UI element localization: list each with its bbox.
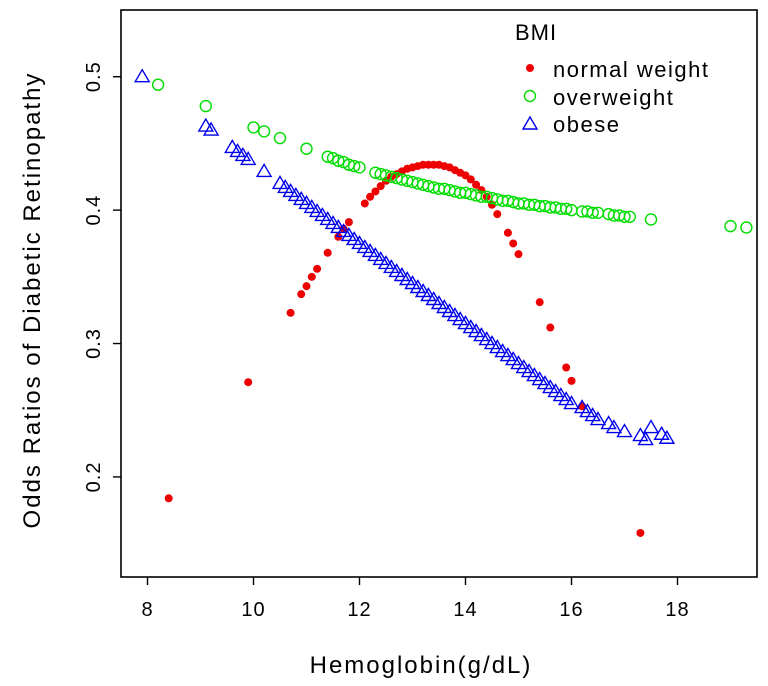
x-axis-title: Hemoglobin(g/dL) xyxy=(310,652,533,679)
x-tick-label: 14 xyxy=(453,599,477,621)
point-overweight xyxy=(247,121,260,134)
x-tick-label: 12 xyxy=(347,599,371,621)
point-normal-weight xyxy=(344,218,353,227)
point-obese xyxy=(605,419,623,434)
x-tick-label: 8 xyxy=(141,599,153,621)
point-normal-weight xyxy=(466,175,475,184)
point-normal-weight xyxy=(376,182,385,191)
point-normal-weight xyxy=(503,228,512,237)
point-obese xyxy=(133,68,151,83)
point-normal-weight xyxy=(567,376,576,385)
x-tick-label: 18 xyxy=(665,599,689,621)
point-normal-weight xyxy=(509,239,518,248)
legend: BMI normal weight overweight obese xyxy=(515,20,709,137)
point-obese xyxy=(637,431,654,446)
point-obese xyxy=(658,429,676,444)
x-tick-label: 16 xyxy=(559,599,583,621)
point-normal-weight xyxy=(286,308,295,317)
point-overweight xyxy=(644,213,658,226)
point-overweight xyxy=(332,154,345,167)
legend-title: BMI xyxy=(515,20,557,45)
point-overweight xyxy=(257,125,271,138)
point-normal-weight xyxy=(562,363,571,372)
legend-label-overweight: overweight xyxy=(553,85,674,110)
point-normal-weight xyxy=(535,298,544,307)
y-tick-label: 0.5 xyxy=(83,61,105,92)
legend-label-obese: obese xyxy=(553,112,620,137)
point-obese xyxy=(239,151,257,166)
point-overweight xyxy=(353,161,366,174)
point-overweight xyxy=(348,159,361,173)
plot-frame xyxy=(120,9,758,578)
point-normal-weight xyxy=(244,378,253,387)
point-obese xyxy=(589,411,607,426)
x-tick-label: 10 xyxy=(241,599,265,621)
point-normal-weight xyxy=(472,180,481,189)
point-normal-weight xyxy=(164,494,173,503)
point-overweight xyxy=(724,219,737,233)
point-obese xyxy=(255,163,273,178)
point-normal-weight xyxy=(366,192,375,201)
point-normal-weight xyxy=(371,187,380,196)
y-axis: 0.2 0.3 0.4 0.5 xyxy=(83,61,121,492)
point-overweight xyxy=(560,202,573,215)
point-obese xyxy=(616,423,633,438)
point-normal-weight xyxy=(297,290,306,299)
legend-marker-normal-weight xyxy=(526,64,534,72)
point-obese xyxy=(563,395,580,410)
point-overweight xyxy=(586,206,599,219)
point-normal-weight xyxy=(360,199,369,208)
legend-label-normal-weight: normal weight xyxy=(553,57,709,82)
point-overweight xyxy=(273,131,287,145)
y-tick-label: 0.3 xyxy=(83,328,105,359)
x-axis: 8 10 12 14 16 18 xyxy=(141,577,689,621)
point-obese xyxy=(642,419,660,434)
point-overweight xyxy=(321,150,334,163)
point-overweight xyxy=(199,99,213,113)
point-normal-weight xyxy=(636,528,645,537)
legend-marker-obese xyxy=(521,115,539,130)
y-tick-label: 0.2 xyxy=(83,462,105,493)
point-normal-weight xyxy=(514,250,523,259)
point-overweight xyxy=(151,78,165,91)
point-overweight xyxy=(300,142,313,155)
point-obese xyxy=(202,121,220,136)
data-points xyxy=(133,68,753,537)
y-axis-title: Odds Ratios of Diabetic Retinopathy xyxy=(19,72,46,529)
point-overweight xyxy=(623,210,636,223)
y-tick-label: 0.4 xyxy=(83,195,105,226)
point-normal-weight xyxy=(323,248,332,257)
point-overweight xyxy=(740,221,753,234)
point-normal-weight xyxy=(313,264,322,273)
point-normal-weight xyxy=(546,323,555,332)
legend-marker-overweight xyxy=(523,89,537,103)
point-normal-weight xyxy=(307,272,316,281)
point-normal-weight xyxy=(302,282,311,291)
point-overweight xyxy=(618,210,631,223)
point-normal-weight xyxy=(493,210,502,219)
